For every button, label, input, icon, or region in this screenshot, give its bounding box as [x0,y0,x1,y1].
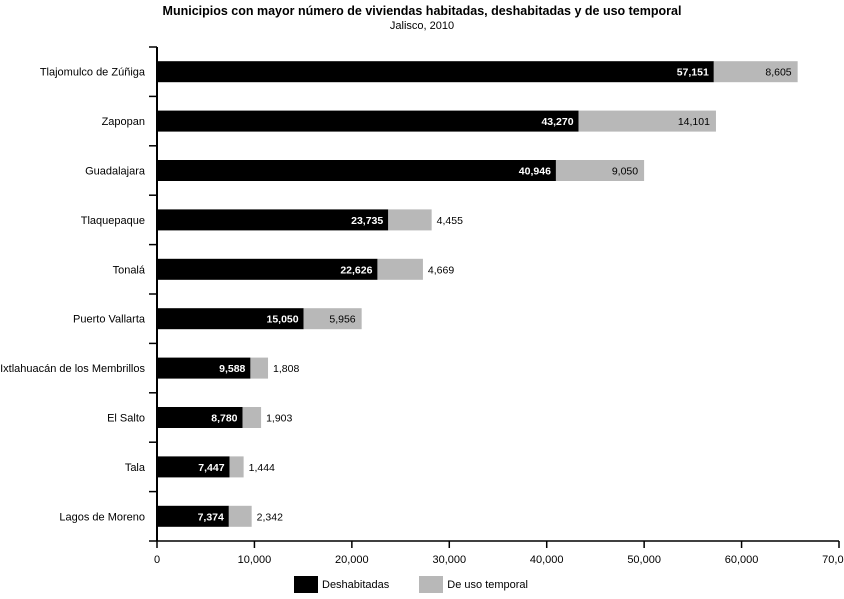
x-tick-label: 50,000 [627,554,661,566]
data-label-uso-temporal: 9,050 [612,166,638,178]
data-label-uso-temporal: 5,956 [329,314,355,326]
data-label-deshabitadas: 7,447 [198,462,224,474]
data-label-uso-temporal: 14,101 [678,116,710,128]
x-tick-label: 60,000 [725,554,759,566]
data-label-deshabitadas: 15,050 [267,314,299,326]
data-label-deshabitadas: 9,588 [219,363,245,375]
legend-entry-deshabitadas: Deshabitadas [294,576,389,593]
data-label-deshabitadas: 22,626 [340,264,372,276]
bar-deshabitadas [157,110,579,132]
bar-deshabitadas [157,160,556,181]
data-label-uso-temporal: 1,808 [273,363,299,375]
bar-deshabitadas [157,258,378,280]
category-label: Ixtlahuacán de los Membrillos [0,363,145,375]
legend: Deshabitadas De uso temporal [294,576,558,593]
bar-uso-temporal [713,61,798,83]
category-label: Tonalá [113,264,146,276]
data-label-uso-temporal: 4,455 [437,215,463,227]
legend-swatch-deshabitadas [294,576,318,593]
x-tick-label: 30,000 [432,554,466,566]
category-label: Guadalajara [85,166,146,178]
bar-uso-temporal [229,456,244,478]
x-tick-label: 20,000 [335,554,369,566]
bar-uso-temporal [555,160,645,181]
bar-deshabitadas [157,357,251,379]
data-label-uso-temporal: 1,444 [249,462,275,474]
legend-label-deshabitadas: Deshabitadas [322,578,390,591]
legend-label-uso-temporal: De uso temporal [447,578,528,591]
data-label-deshabitadas: 40,946 [519,166,551,178]
data-label-deshabitadas: 8,780 [211,413,237,425]
data-label-deshabitadas: 23,735 [351,215,383,227]
data-label-deshabitadas: 57,151 [677,67,709,79]
bar-uso-temporal [228,505,252,527]
data-label-uso-temporal: 2,342 [257,511,283,523]
bar-uso-temporal [250,357,269,379]
category-label: El Salto [107,413,145,425]
bar-deshabitadas [157,407,243,428]
category-label: Zapopan [102,116,145,128]
category-label: Tala [125,462,146,474]
bar-uso-temporal [377,258,423,280]
bar-uso-temporal [242,407,262,428]
x-tick-label: 0 [154,554,160,566]
bar-uso-temporal [303,308,362,330]
legend-swatch-uso-temporal [419,576,444,593]
chart-title: Municipios con mayor número de viviendas… [162,4,682,18]
bar-deshabitadas [157,308,304,330]
x-tick-label: 40,000 [530,554,564,566]
x-tick-label: 70,000 [822,554,844,566]
bar-uso-temporal [578,110,716,132]
legend-entry-uso-temporal: De uso temporal [419,576,528,593]
category-label: Tlajomulco de Zúñiga [40,67,146,79]
data-label-uso-temporal: 4,669 [428,264,454,276]
bar-deshabitadas [157,61,714,83]
category-label: Lagos de Moreno [59,511,145,523]
bar-deshabitadas [157,505,229,527]
bar-uso-temporal [388,209,432,231]
chart-subtitle: Jalisco, 2010 [389,20,455,32]
data-label-deshabitadas: 7,374 [198,511,224,523]
bar-deshabitadas [157,456,230,478]
bar-deshabitadas [157,209,389,231]
data-label-uso-temporal: 8,605 [765,67,791,79]
data-label-deshabitadas: 43,270 [541,116,573,128]
data-label-uso-temporal: 1,903 [266,413,292,425]
category-label: Tlaquepaque [81,215,145,227]
category-label: Puerto Vallarta [73,314,146,326]
x-tick-label: 10,000 [238,554,272,566]
